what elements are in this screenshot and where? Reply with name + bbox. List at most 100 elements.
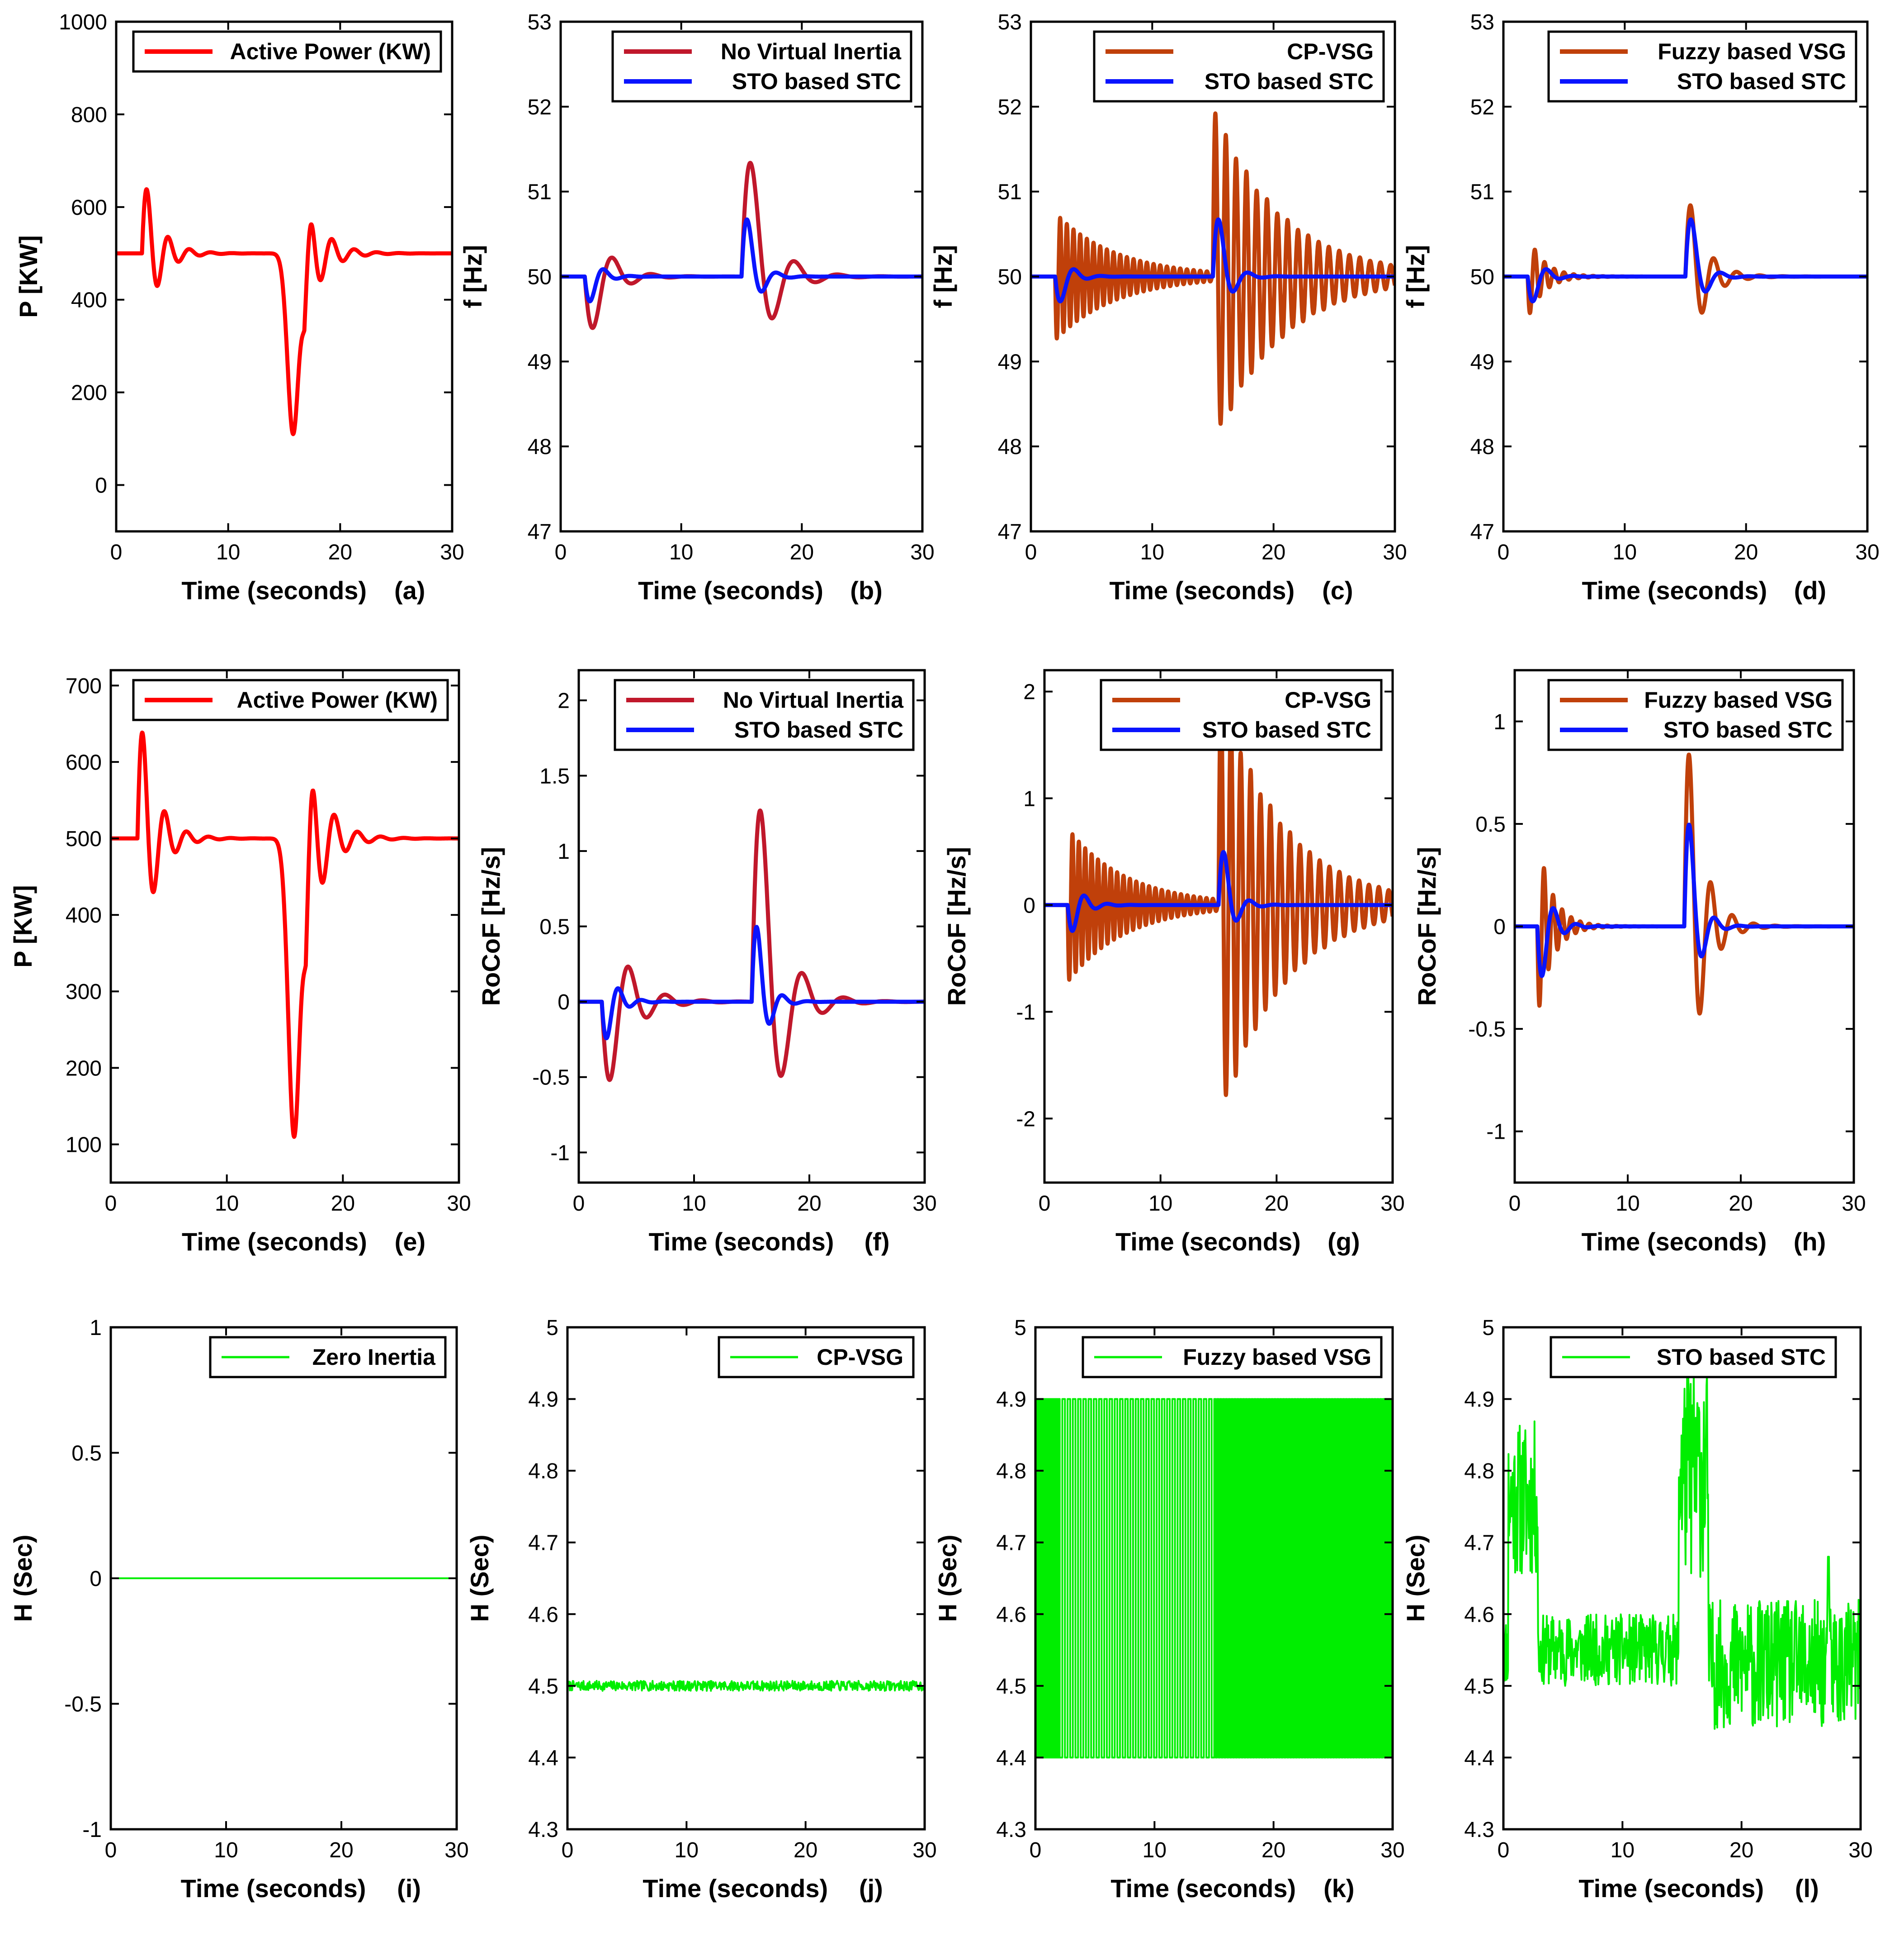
y-tick-label: 4.3 <box>996 1818 1026 1842</box>
x-tick-label: 0 <box>110 540 123 564</box>
x-tick-label: 30 <box>912 1192 936 1216</box>
y-tick-label: 1 <box>90 1316 102 1340</box>
legend-entry: CP-VSG <box>817 1344 903 1370</box>
y-tick-label: 4.3 <box>528 1818 558 1842</box>
x-tick-label: 10 <box>216 540 240 564</box>
x-tick-label: 20 <box>1261 540 1285 564</box>
x-tick-label: 0 <box>1509 1192 1521 1216</box>
legend: CP-VSG STO based STC <box>1093 30 1385 103</box>
x-tick-label: 30 <box>1383 540 1407 564</box>
x-tick-label: 10 <box>214 1838 238 1862</box>
legend-entry: Fuzzy based VSG <box>1644 687 1833 713</box>
plot-frame <box>109 669 460 1184</box>
y-tick-label: 0 <box>1023 894 1035 918</box>
panel-label: (l) <box>1795 1874 1819 1903</box>
series-line-freq_sto <box>1031 217 1395 303</box>
x-tick-label: 0 <box>562 1838 574 1862</box>
y-tick-label: 100 <box>66 1133 102 1157</box>
legend-box <box>1547 679 1844 751</box>
panel-label: (f) <box>865 1227 890 1256</box>
chart-panel-j: 0 10 20 30 4.3 4.4 4.5 4.6 4.7 4.8 4.9 5 Time (secon… <box>465 1316 937 1903</box>
x-tick-label: 20 <box>331 1192 355 1216</box>
legend-entry: Active Power (KW) <box>236 687 438 713</box>
y-tick-label: 52 <box>1470 95 1494 119</box>
x-tick-label: 10 <box>1613 540 1637 564</box>
y-axis-label: RoCoF [Hz/s] <box>477 847 505 1006</box>
chart-panel-c: 0 10 20 30 47 48 49 50 51 52 53 Time (seconds) (c) f … <box>929 10 1407 605</box>
x-axis-label: Time (seconds) <box>1582 576 1767 605</box>
chart-panel-g: 0 10 20 30 -2 -1 0 1 2 Time (seconds) (g) RoCoF [Hz… <box>942 669 1405 1256</box>
y-tick-label: 1 <box>1493 710 1506 734</box>
y-tick-label: 1 <box>557 840 570 864</box>
y-tick-label: 0.5 <box>71 1442 102 1466</box>
y-tick-label: 4.5 <box>1464 1675 1494 1699</box>
x-tick-label: 10 <box>675 1838 699 1862</box>
x-tick-label: 0 <box>1498 540 1510 564</box>
x-tick-label: 30 <box>440 540 464 564</box>
y-tick-label: -1 <box>550 1141 570 1165</box>
panel-label: (g) <box>1328 1227 1360 1256</box>
x-tick-label: 10 <box>1611 1838 1635 1862</box>
x-tick-label: 10 <box>669 540 693 564</box>
series-line-rocof_noinertia <box>579 808 925 1082</box>
y-tick-label: 600 <box>71 196 107 220</box>
x-axis-label: Time (seconds) <box>638 576 823 605</box>
y-tick-label: 4.4 <box>996 1746 1026 1770</box>
x-tick-label: 10 <box>1140 540 1164 564</box>
y-tick-label: 48 <box>1470 435 1494 459</box>
chart-panel-k: 0 10 20 30 4.3 4.4 4.5 4.6 4.7 4.8 4.9 5 Time (secon… <box>933 1316 1405 1903</box>
legend-box <box>611 30 912 103</box>
x-tick-label: 20 <box>790 540 814 564</box>
plot-frame <box>1043 669 1394 1184</box>
x-tick-label: 0 <box>1025 540 1037 564</box>
series-line-rocof_sto <box>1515 823 1854 978</box>
y-tick-label: 600 <box>66 751 102 775</box>
y-tick-label: 0.5 <box>539 915 570 939</box>
series-line-h_sto <box>1503 1369 1861 1730</box>
legend: Active Power (KW) <box>132 679 449 721</box>
x-tick-label: 10 <box>1148 1192 1172 1216</box>
plot-frame <box>115 20 454 533</box>
series-line-rocof_sto <box>579 925 925 1041</box>
y-tick-label: 4.3 <box>1464 1818 1494 1842</box>
y-tick-label: -0.5 <box>64 1693 102 1717</box>
x-axis-label: Time (seconds) <box>1582 1227 1767 1256</box>
y-tick-label: 4.4 <box>528 1746 558 1770</box>
y-tick-label: -1 <box>82 1818 102 1842</box>
legend-entry: STO based STC <box>1663 717 1833 743</box>
plot-frame <box>566 1326 926 1831</box>
legend-entry: STO based STC <box>1202 717 1371 743</box>
x-tick-label: 30 <box>910 540 934 564</box>
y-tick-label: 4.9 <box>996 1388 1026 1412</box>
x-tick-label: 30 <box>1855 540 1879 564</box>
x-tick-label: 30 <box>1380 1192 1404 1216</box>
x-tick-label: 30 <box>1848 1838 1872 1862</box>
series-line-power <box>111 730 459 1139</box>
y-tick-label: 52 <box>998 95 1022 119</box>
y-tick-label: 4.8 <box>1464 1459 1494 1483</box>
y-tick-label: 4.4 <box>1464 1746 1494 1770</box>
y-axis-label: f [Hz] <box>1401 245 1430 308</box>
y-tick-label: 4.5 <box>528 1675 558 1699</box>
x-axis-label: Time (seconds) <box>643 1874 828 1903</box>
x-tick-label: 0 <box>1039 1192 1051 1216</box>
y-tick-label: 5 <box>1482 1316 1494 1340</box>
x-axis-label: Time (seconds) <box>1115 1227 1301 1256</box>
y-tick-label: 4.6 <box>1464 1603 1494 1627</box>
panel-label: (k) <box>1323 1874 1354 1903</box>
panel-label: (i) <box>397 1874 421 1903</box>
y-axis-label: f [Hz] <box>458 245 487 308</box>
y-tick-label: 49 <box>1470 350 1494 374</box>
y-tick-label: 1 <box>1023 787 1035 811</box>
legend-entry: STO based STC <box>1657 1344 1826 1370</box>
y-tick-label: 0.5 <box>1475 813 1506 837</box>
legend: CP-VSG <box>718 1336 915 1378</box>
x-axis-label: Time (seconds) <box>1110 1874 1296 1903</box>
x-tick-label: 0 <box>1030 1838 1042 1862</box>
y-axis-label: H (Sec) <box>9 1535 37 1622</box>
legend-box <box>1547 30 1857 103</box>
y-tick-label: 53 <box>528 10 552 34</box>
y-tick-label: 700 <box>66 674 102 698</box>
y-tick-label: -0.5 <box>532 1066 570 1090</box>
y-tick-label: 48 <box>528 435 552 459</box>
